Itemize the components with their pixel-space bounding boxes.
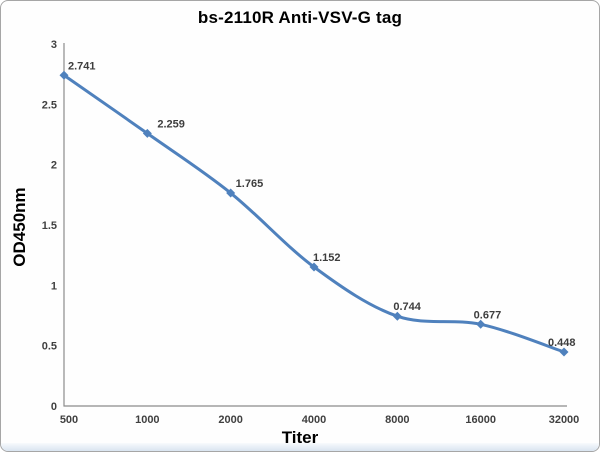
bottom-accent-strip [1, 443, 599, 451]
data-point-label: 2.259 [157, 118, 185, 130]
data-point-label: 1.152 [313, 252, 341, 264]
data-point-marker [59, 70, 69, 80]
y-tick-label: 2.5 [42, 99, 57, 111]
x-tick-label: 16000 [465, 414, 496, 426]
data-point-label: 0.744 [393, 301, 421, 313]
y-tick-label: 0.5 [42, 341, 57, 353]
y-tick-label: 1.5 [42, 220, 57, 232]
x-tick-label: 500 [60, 414, 78, 426]
data-point-marker [309, 262, 319, 272]
x-axis-title: Titer [281, 428, 319, 447]
data-point-marker [142, 128, 152, 138]
data-point-marker [392, 311, 402, 321]
x-tick-label: 4000 [302, 414, 326, 426]
y-tick-label: 2 [51, 160, 57, 172]
y-tick-label: 0 [51, 401, 57, 413]
data-point-label: 0.448 [548, 337, 576, 349]
data-point-label: 1.765 [236, 178, 264, 190]
x-tick-label: 2000 [218, 414, 242, 426]
data-point-marker [559, 347, 569, 357]
y-tick-label: 3 [51, 39, 57, 51]
data-point-marker [476, 319, 486, 329]
y-tick-label: 1 [51, 280, 57, 292]
data-point-label: 0.677 [474, 309, 502, 321]
data-point-label: 2.741 [68, 60, 96, 72]
chart-title: bs-2110R Anti-VSV-G tag [197, 8, 403, 27]
x-tick-label: 1000 [135, 414, 159, 426]
data-point-marker [226, 188, 236, 198]
x-tick-label: 8000 [385, 414, 409, 426]
x-tick-label: 32000 [549, 414, 580, 426]
